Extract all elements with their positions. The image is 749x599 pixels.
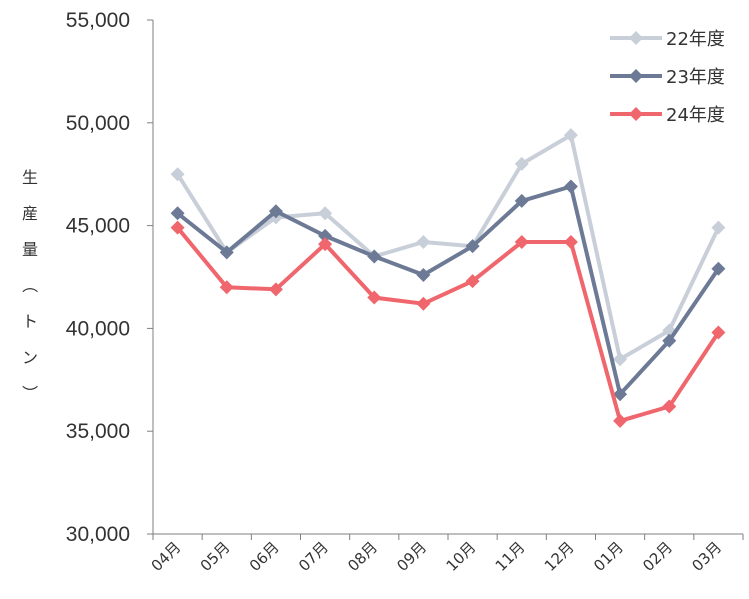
x-tick-label: 06月 (246, 538, 283, 575)
data-point (318, 237, 333, 252)
data-point (514, 156, 529, 171)
data-point (318, 228, 333, 243)
series-line (175, 133, 721, 362)
y-tick-label: 35,000 (66, 420, 130, 443)
series-24年度 (170, 220, 726, 428)
x-tick-label: 03月 (688, 538, 725, 575)
legend-marker (629, 107, 643, 121)
data-point (367, 249, 382, 264)
data-point (465, 274, 480, 289)
data-point (465, 239, 480, 254)
x-tick-label: 05月 (197, 538, 234, 575)
data-point (170, 206, 185, 221)
data-point (711, 261, 726, 276)
series-line (176, 184, 721, 397)
y-axis-title-char: 産 (22, 204, 38, 223)
series-22年度 (170, 128, 726, 367)
legend-item: 22年度 (610, 29, 725, 50)
legend-label: 22年度 (666, 29, 725, 50)
axes (152, 20, 743, 535)
data-point (711, 325, 726, 340)
data-point (613, 387, 628, 402)
x-axis-ticks: 04月 05月 06月 07月 08月 09月 10月 11月 12月 01月 02月 03月 (148, 534, 744, 575)
data-point (662, 399, 677, 414)
x-tick-label: 11月 (492, 538, 529, 575)
data-point (563, 179, 578, 194)
y-axis-title-char: 量 (22, 240, 38, 259)
y-tick-label: 30,000 (66, 523, 130, 546)
legend-marker (629, 31, 643, 45)
y-tick-label: 40,000 (66, 317, 130, 340)
y-axis-title-char: （ (20, 277, 39, 293)
legend-label: 24年度 (666, 105, 725, 126)
y-axis-title: 生産量 （ トン ） (20, 168, 39, 401)
legend-item: 24年度 (610, 105, 725, 126)
x-tick-label: 07月 (295, 538, 332, 575)
data-point (219, 245, 234, 260)
y-axis-title-char: 生 (22, 168, 38, 187)
data-point (170, 167, 185, 182)
data-point (268, 282, 283, 297)
data-point (563, 128, 578, 143)
data-point (268, 204, 283, 219)
x-tick-label: 04月 (148, 538, 185, 575)
x-tick-label: 02月 (639, 538, 676, 575)
y-tick-label: 45,000 (66, 215, 130, 238)
x-tick-label: 08月 (344, 538, 381, 575)
data-point (711, 220, 726, 235)
data-point (514, 193, 529, 208)
data-point (563, 235, 578, 250)
legend: 22年度 23年度 24年度 (610, 29, 725, 126)
y-axis-title-char: ン (22, 348, 38, 367)
y-tick-label: 55,000 (66, 9, 130, 32)
series-line (176, 226, 721, 423)
data-point (170, 220, 185, 235)
data-point (662, 333, 677, 348)
x-tick-label: 12月 (541, 538, 578, 575)
y-axis-title-char: ト (22, 312, 38, 331)
x-tick-label: 10月 (443, 538, 480, 575)
x-tick-label: 09月 (393, 538, 430, 575)
data-point (367, 290, 382, 305)
y-axis-title-char: ） (20, 385, 39, 401)
data-point (416, 296, 431, 311)
legend-item: 23年度 (610, 67, 725, 88)
data-point (416, 235, 431, 250)
data-point (613, 413, 628, 428)
data-point (514, 235, 529, 250)
data-point (613, 352, 628, 367)
series-23年度 (170, 179, 726, 402)
legend-label: 23年度 (666, 67, 725, 88)
series-layer (170, 128, 726, 428)
data-point (416, 267, 431, 282)
data-point (219, 280, 234, 295)
y-tick-label: 50,000 (66, 112, 130, 135)
x-tick-label: 01月 (590, 538, 627, 575)
data-point (318, 206, 333, 221)
legend-marker (629, 69, 643, 83)
y-axis-ticks: 30,000 35,000 40,000 45,000 50,000 55,000 (66, 9, 153, 546)
